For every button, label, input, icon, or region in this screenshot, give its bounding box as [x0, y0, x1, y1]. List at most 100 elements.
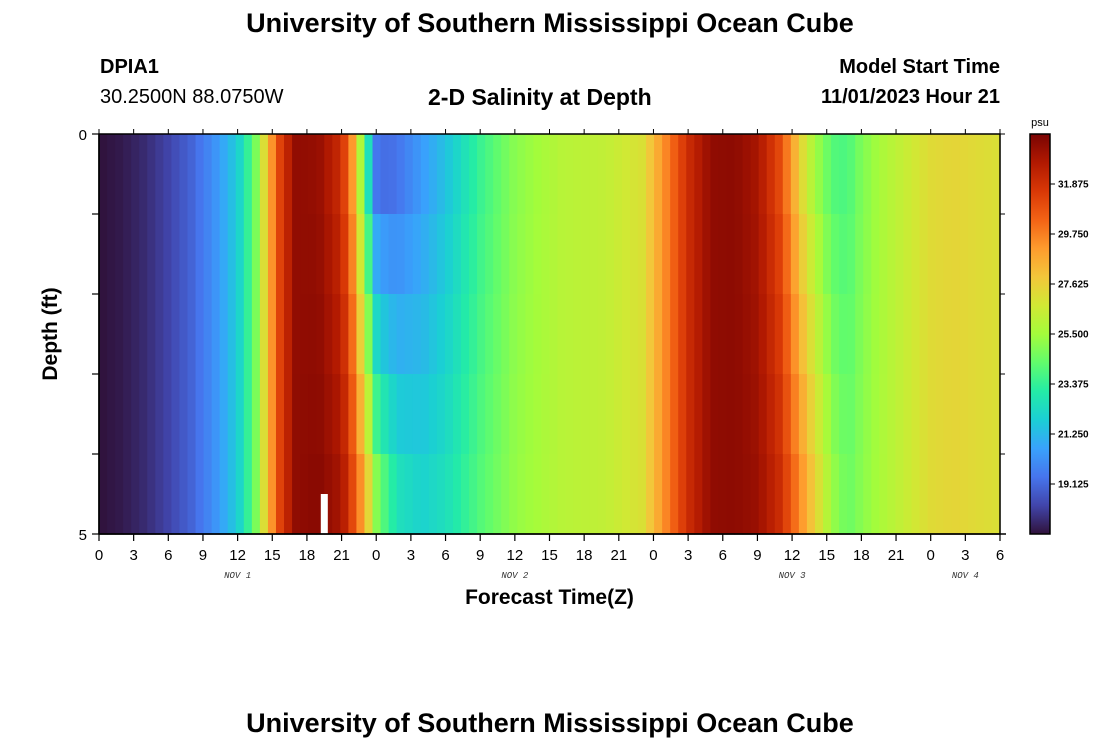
- x-tick-label: 3: [129, 547, 137, 564]
- heatmap-cell: [814, 134, 824, 215]
- heatmap-cell: [123, 214, 132, 295]
- heatmap-cell: [839, 454, 848, 535]
- heatmap-cell: [533, 134, 543, 215]
- heatmap-cell: [131, 454, 140, 535]
- heatmap-cell: [983, 294, 993, 375]
- heatmap-cell: [750, 454, 760, 535]
- heatmap-cell: [517, 214, 526, 295]
- heatmap-cell: [267, 294, 277, 375]
- heatmap-cell: [316, 374, 325, 455]
- x-tick-label: 18: [853, 547, 870, 564]
- heatmap-cell: [340, 374, 349, 455]
- x-tick-label: 0: [649, 547, 657, 564]
- heatmap-cell: [107, 294, 116, 375]
- heatmap-cell: [525, 214, 535, 295]
- heatmap-cell: [171, 374, 181, 455]
- heatmap-cell: [839, 294, 848, 375]
- heatmap-cell: [292, 134, 301, 215]
- heatmap-cell: [147, 214, 156, 295]
- heatmap-cell: [798, 294, 808, 375]
- heatmap-cell: [823, 134, 832, 215]
- x-tick-label: 6: [164, 547, 172, 564]
- heatmap-cell: [300, 454, 309, 535]
- heatmap-cell: [501, 134, 510, 215]
- heatmap-cell: [235, 214, 245, 295]
- heatmap-cell: [420, 454, 430, 535]
- heatmap-cell: [670, 294, 679, 375]
- heatmap-cell: [340, 454, 349, 535]
- heatmap-cell: [766, 294, 776, 375]
- heatmap-cell: [227, 214, 237, 295]
- heatmap-cell: [461, 294, 470, 375]
- heatmap-cell: [597, 214, 607, 295]
- heatmap-cell: [541, 454, 551, 535]
- heatmap-cell: [855, 294, 864, 375]
- heatmap-cell: [847, 374, 856, 455]
- heatmap-cell: [348, 134, 358, 215]
- heatmap-cell: [790, 454, 800, 535]
- heatmap-cell: [316, 454, 325, 535]
- x-tick-label: 15: [818, 547, 835, 564]
- heatmap-cell: [565, 294, 575, 375]
- heatmap-cell: [485, 374, 494, 455]
- heatmap-cell: [356, 374, 366, 455]
- heatmap-cell: [694, 214, 703, 295]
- heatmap-cell: [895, 294, 905, 375]
- heatmap-cell: [774, 454, 784, 535]
- heatmap-cell: [469, 454, 478, 535]
- heatmap-cell: [823, 294, 832, 375]
- heatmap-cell: [292, 374, 301, 455]
- heatmap-cell: [935, 454, 945, 535]
- heatmap-cell: [814, 294, 824, 375]
- day-label: NOV 4: [952, 571, 979, 581]
- heatmap-cell: [469, 294, 478, 375]
- day-label: NOV 2: [501, 571, 529, 581]
- heatmap-cell: [171, 294, 181, 375]
- x-tick-label: 12: [784, 547, 801, 564]
- heatmap-cell: [308, 374, 317, 455]
- heatmap-cell: [211, 294, 221, 375]
- heatmap-cell: [589, 134, 599, 215]
- heatmap-cell: [903, 134, 913, 215]
- heatmap-cell: [887, 134, 897, 215]
- heatmap-cell: [967, 454, 977, 535]
- heatmap-cell: [782, 454, 792, 535]
- heatmap-cell: [404, 134, 414, 215]
- heatmap-cell: [613, 374, 623, 455]
- heatmap-cell: [863, 134, 872, 215]
- heatmap-cell: [203, 134, 213, 215]
- heatmap-cell: [171, 134, 181, 215]
- heatmap-cell: [686, 454, 695, 535]
- heatmap-cell: [597, 134, 607, 215]
- heatmap-cell: [654, 374, 663, 455]
- x-tick-label: 3: [684, 547, 692, 564]
- heatmap-cell: [107, 374, 116, 455]
- heatmap-cell: [557, 454, 567, 535]
- heatmap-cell: [975, 454, 985, 535]
- heatmap-cell: [975, 294, 985, 375]
- heatmap-cell: [646, 294, 655, 375]
- heatmap-cell: [364, 214, 374, 295]
- heatmap-cell: [412, 214, 422, 295]
- heatmap-cell: [871, 134, 880, 215]
- heatmap-cell: [452, 294, 462, 375]
- heatmap-cell: [903, 454, 913, 535]
- heatmap-cell: [444, 294, 454, 375]
- heatmap-cell: [493, 374, 502, 455]
- heatmap-cell: [774, 374, 784, 455]
- heatmap-cell: [139, 454, 148, 535]
- heatmap-cell: [477, 294, 486, 375]
- heatmap-cell: [292, 454, 301, 535]
- heatmap-cell: [211, 214, 221, 295]
- heatmap-cell: [292, 214, 301, 295]
- heatmap-cell: [710, 134, 720, 215]
- heatmap-cell: [782, 214, 792, 295]
- heatmap-cell: [621, 134, 631, 215]
- heatmap-cell: [911, 134, 921, 215]
- heatmap-cell: [839, 134, 848, 215]
- heatmap-cell: [895, 214, 905, 295]
- heatmap-cell: [758, 214, 768, 295]
- heatmap-cell: [123, 374, 132, 455]
- x-tick-label: 6: [719, 547, 727, 564]
- heatmap-cell: [742, 134, 752, 215]
